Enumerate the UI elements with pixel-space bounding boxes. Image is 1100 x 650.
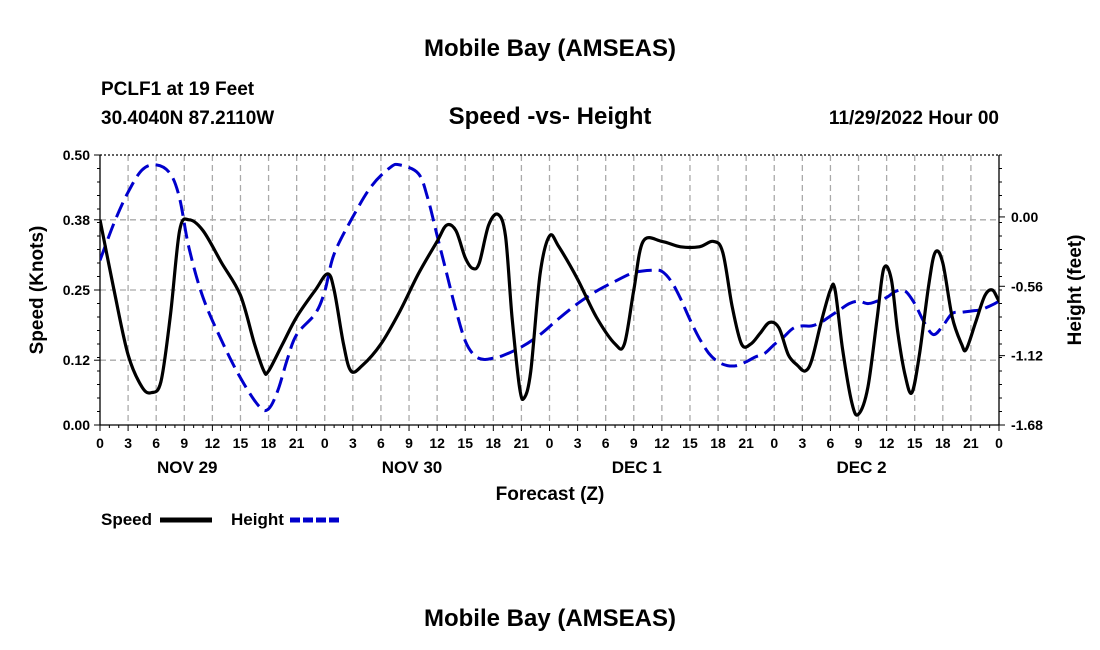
x-tick-label: 21 — [738, 435, 754, 451]
datetime-label: 11/29/2022 Hour 00 — [829, 108, 999, 129]
axes: 0 3 6 9 12 15 18 21 0 3 6 9 12 15 18 21 0 3 6 9 12 15 18 21 0 3 6 9… — [63, 147, 1043, 477]
series-layer — [100, 162, 999, 417]
x-tick-label: 15 — [233, 435, 249, 451]
x-tick-label: 0 — [995, 435, 1003, 451]
y-tick-label: 0.12 — [63, 352, 90, 368]
y-tick-label: 0.38 — [63, 212, 90, 228]
y-tick-label: 0.25 — [63, 282, 90, 298]
x-tick-label: 12 — [205, 435, 221, 451]
series-line-speed — [100, 212, 999, 417]
x-axis-label: Forecast (Z) — [496, 484, 605, 505]
x-tick-label: 21 — [289, 435, 305, 451]
footer-title: Mobile Bay (AMSEAS) — [424, 605, 676, 632]
x-tick-label: 6 — [152, 435, 160, 451]
station-label: PCLF1 at 19 Feet — [101, 79, 255, 100]
day-label: NOV 30 — [382, 458, 442, 477]
x-tick-label: 0 — [546, 435, 554, 451]
x-tick-label: 6 — [827, 435, 835, 451]
day-label: NOV 29 — [157, 458, 217, 477]
x-tick-label: 12 — [879, 435, 895, 451]
x-tick-label: 3 — [798, 435, 806, 451]
x-tick-label: 0 — [96, 435, 104, 451]
y-axis-label: Speed (Knots) — [27, 226, 48, 355]
series-line-height — [100, 162, 999, 413]
x-tick-label: 6 — [602, 435, 610, 451]
x-tick-label: 15 — [682, 435, 698, 451]
legend-speed-label: Speed — [101, 510, 152, 529]
x-tick-label: 12 — [429, 435, 445, 451]
day-label: DEC 2 — [836, 458, 886, 477]
y2-tick-label: -1.12 — [1011, 348, 1043, 364]
x-tick-label: 18 — [486, 435, 502, 451]
legend: Speed Height — [101, 510, 342, 529]
x-tick-label: 18 — [261, 435, 277, 451]
y-tick-label: 0.00 — [63, 417, 90, 433]
y2-tick-label: 0.00 — [1011, 209, 1038, 225]
y2-tick-label: -0.56 — [1011, 278, 1043, 294]
x-tick-label: 0 — [321, 435, 329, 451]
x-tick-label: 21 — [514, 435, 530, 451]
x-tick-label: 3 — [349, 435, 357, 451]
chart-subtitle: Speed -vs- Height — [449, 103, 652, 130]
x-tick-label: 3 — [124, 435, 132, 451]
x-tick-label: 3 — [574, 435, 582, 451]
x-tick-label: 18 — [935, 435, 951, 451]
x-tick-label: 9 — [630, 435, 638, 451]
x-tick-label: 21 — [963, 435, 979, 451]
chart-title: Mobile Bay (AMSEAS) — [424, 35, 676, 62]
grid — [100, 155, 999, 425]
y-tick-label: 0.50 — [63, 147, 90, 163]
x-tick-label: 9 — [405, 435, 413, 451]
x-tick-label: 15 — [457, 435, 473, 451]
y2-axis-label: Height (feet) — [1065, 235, 1086, 346]
x-tick-label: 9 — [855, 435, 863, 451]
x-tick-label: 18 — [710, 435, 726, 451]
x-tick-label: 0 — [770, 435, 778, 451]
x-tick-label: 12 — [654, 435, 670, 451]
x-tick-label: 9 — [180, 435, 188, 451]
coordinates-label: 30.4040N 87.2110W — [101, 108, 274, 129]
x-tick-label: 6 — [377, 435, 385, 451]
legend-height-label: Height — [231, 510, 284, 529]
y2-tick-label: -1.68 — [1011, 417, 1043, 433]
day-label: DEC 1 — [612, 458, 662, 477]
x-tick-label: 15 — [907, 435, 923, 451]
